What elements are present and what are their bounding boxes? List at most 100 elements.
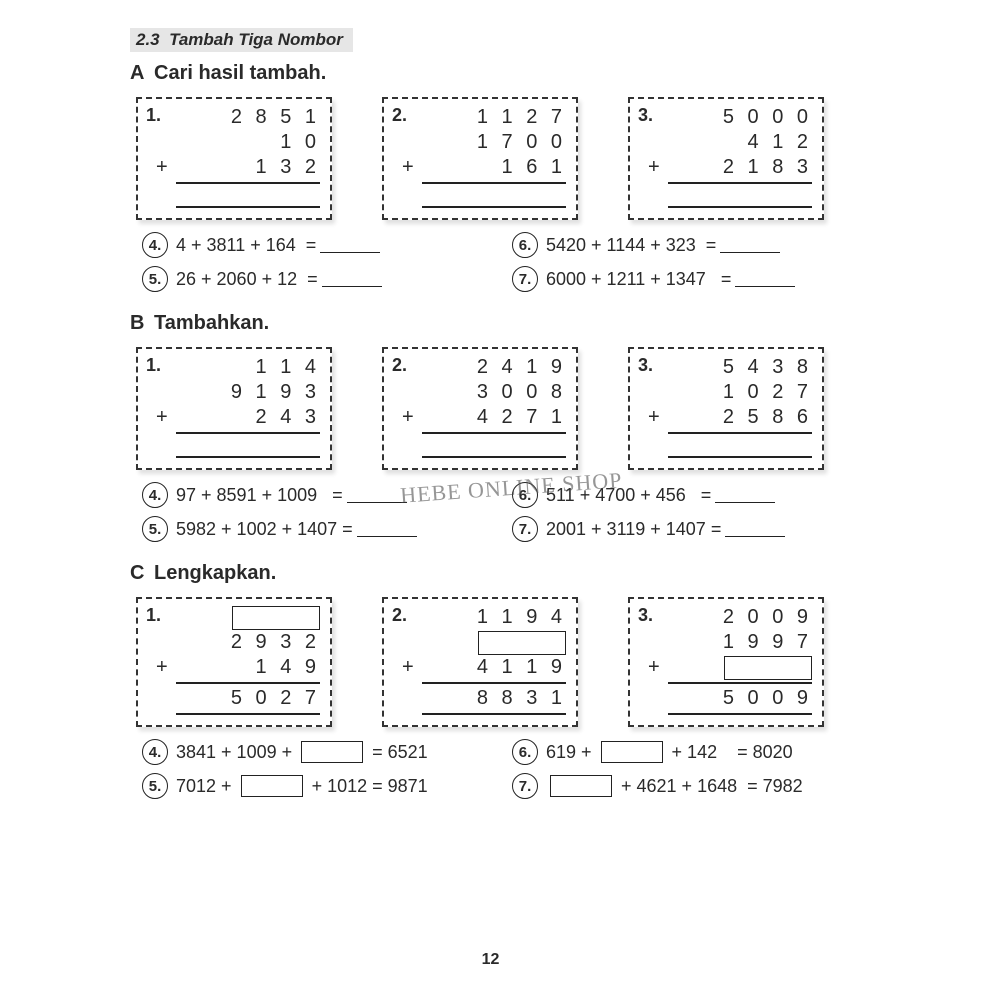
subsection-letter: A xyxy=(130,62,154,85)
plus-sign: + xyxy=(402,155,418,180)
addend-row xyxy=(176,605,320,630)
plus-sign: + xyxy=(402,655,418,680)
expression-post: + 142 = 8020 xyxy=(667,742,793,763)
header-number: 2.3 xyxy=(136,30,160,49)
box-row: 1.2 9 3 2+1 4 95 0 2 72.1 1 9 4+4 1 1 98… xyxy=(136,597,881,727)
answer-space[interactable] xyxy=(422,436,566,454)
answer-blank-box[interactable] xyxy=(601,741,663,763)
answer-space[interactable] xyxy=(668,186,812,204)
answer-blank-line[interactable] xyxy=(322,272,382,287)
problem-number-circle: 4. xyxy=(142,232,168,258)
expression-post: + 1012 = 9871 xyxy=(307,776,428,797)
problem-number: 1. xyxy=(146,105,161,126)
subsection-title: Cari hasil tambah. xyxy=(154,62,326,85)
result-row: 5 0 0 9 xyxy=(668,686,812,711)
answer-blank-box[interactable] xyxy=(301,741,363,763)
problem-number: 2. xyxy=(392,355,407,376)
inline-problem: 7.6000 + 1211 + 1347 = xyxy=(512,266,822,292)
answer-blank-line[interactable] xyxy=(735,272,795,287)
answer-blank-box[interactable] xyxy=(550,775,612,797)
expression: 5420 + 1144 + 323 = xyxy=(546,235,716,256)
worksheet-page: 2.3 Tambah Tiga Nombor ACari hasil tamba… xyxy=(0,0,981,839)
problem-number-circle: 4. xyxy=(142,482,168,508)
expression-pre: 7012 + xyxy=(176,776,237,797)
problem-box: 2.1 1 2 71 7 0 0+1 6 1 xyxy=(382,97,578,220)
page-number: 12 xyxy=(0,951,981,969)
addend-row: +2 1 8 3 xyxy=(668,155,812,180)
problem-number-circle: 5. xyxy=(142,266,168,292)
inline-problem: 6.511 + 4700 + 456 = xyxy=(512,482,822,508)
addend-row: +4 2 7 1 xyxy=(422,405,566,430)
subsection-header: BTambahkan. xyxy=(130,312,881,335)
inline-problems: 4. 3841 + 1009 + = 6521 6.619 + + 142 = 80… xyxy=(142,739,881,799)
box-row: 1.1 1 49 1 9 3+2 4 32.2 4 1 93 0 0 8+4 2… xyxy=(136,347,881,470)
inline-problem: 7.2001 + 3119 + 1407 = xyxy=(512,516,822,542)
sum-rule xyxy=(422,206,566,210)
blank-slot[interactable] xyxy=(232,606,320,630)
sum-rule xyxy=(176,456,320,460)
inline-problem: 5.26 + 2060 + 12 = xyxy=(142,266,452,292)
problem-number-circle: 6. xyxy=(512,482,538,508)
sum-rule xyxy=(422,713,566,717)
expression-pre: 3841 + 1009 + xyxy=(176,742,297,763)
addend-row: +4 1 1 9 xyxy=(422,655,566,680)
answer-space[interactable] xyxy=(668,436,812,454)
section-header: 2.3 Tambah Tiga Nombor xyxy=(130,28,353,52)
answer-blank-line[interactable] xyxy=(320,238,380,253)
answer-blank-line[interactable] xyxy=(347,488,407,503)
expression-post: = 6521 xyxy=(367,742,428,763)
sum-rule xyxy=(176,206,320,210)
answer-space[interactable] xyxy=(422,186,566,204)
addend-row: 5 4 3 8 xyxy=(668,355,812,380)
problem-number: 3. xyxy=(638,105,653,126)
addend-row: 4 1 2 xyxy=(668,130,812,155)
plus-sign: + xyxy=(156,405,172,430)
inline-problem: 4.4 + 3811 + 164 = xyxy=(142,232,452,258)
addition-stack: 2 9 3 2+1 4 95 0 2 7 xyxy=(176,605,320,717)
answer-blank-box[interactable] xyxy=(241,775,303,797)
answer-space[interactable] xyxy=(176,186,320,204)
addition-stack: 1 1 2 71 7 0 0+1 6 1 xyxy=(422,105,566,210)
inline-problem: 6.5420 + 1144 + 323 = xyxy=(512,232,822,258)
addend-row: 5 0 0 0 xyxy=(668,105,812,130)
addend-row: +2 5 8 6 xyxy=(668,405,812,430)
addend-row: 2 9 3 2 xyxy=(176,630,320,655)
subsection-letter: B xyxy=(130,312,154,335)
answer-blank-line[interactable] xyxy=(725,522,785,537)
addend-row: 2 8 5 1 xyxy=(176,105,320,130)
sum-rule xyxy=(668,456,812,460)
addition-stack: 5 4 3 81 0 2 7+2 5 8 6 xyxy=(668,355,812,460)
addition-stack: 2 0 0 91 9 9 7+5 0 0 9 xyxy=(668,605,812,717)
expression-pre: 619 + xyxy=(546,742,597,763)
answer-blank-line[interactable] xyxy=(715,488,775,503)
addend-row: +1 4 9 xyxy=(176,655,320,680)
subsection-title: Tambahkan. xyxy=(154,312,269,335)
expression-post: + 4621 + 1648 = 7982 xyxy=(616,776,803,797)
subsection-title: Lengkapkan. xyxy=(154,562,276,585)
problem-number-circle: 5. xyxy=(142,773,168,799)
answer-space[interactable] xyxy=(176,436,320,454)
sum-rule xyxy=(668,713,812,717)
addend-row: 1 1 4 xyxy=(176,355,320,380)
inline-problems: 4.4 + 3811 + 164 =6.5420 + 1144 + 323 =5… xyxy=(142,232,881,292)
answer-blank-line[interactable] xyxy=(357,522,417,537)
problem-number-circle: 7. xyxy=(512,266,538,292)
blank-slot[interactable] xyxy=(478,631,566,655)
inline-problems: 4.97 + 8591 + 1009 =6.511 + 4700 + 456 =… xyxy=(142,482,881,542)
problem-box: 3.5 4 3 81 0 2 7+2 5 8 6 xyxy=(628,347,824,470)
inline-problem: 6.619 + + 142 = 8020 xyxy=(512,739,822,765)
addend-row: 9 1 9 3 xyxy=(176,380,320,405)
sum-rule xyxy=(422,456,566,460)
subsection-letter: C xyxy=(130,562,154,585)
addend-row: 1 0 2 7 xyxy=(668,380,812,405)
addend-row: 2 0 0 9 xyxy=(668,605,812,630)
addition-stack: 2 8 5 11 0+1 3 2 xyxy=(176,105,320,210)
blank-slot[interactable] xyxy=(724,656,812,680)
addend-row: +2 4 3 xyxy=(176,405,320,430)
problem-box: 1. 2 8 5 11 0+1 3 2 xyxy=(136,97,332,220)
problem-number-circle: 4. xyxy=(142,739,168,765)
result-row: 8 8 3 1 xyxy=(422,686,566,711)
sum-rule xyxy=(176,713,320,717)
addition-stack: 5 0 0 04 1 2+2 1 8 3 xyxy=(668,105,812,210)
answer-blank-line[interactable] xyxy=(720,238,780,253)
